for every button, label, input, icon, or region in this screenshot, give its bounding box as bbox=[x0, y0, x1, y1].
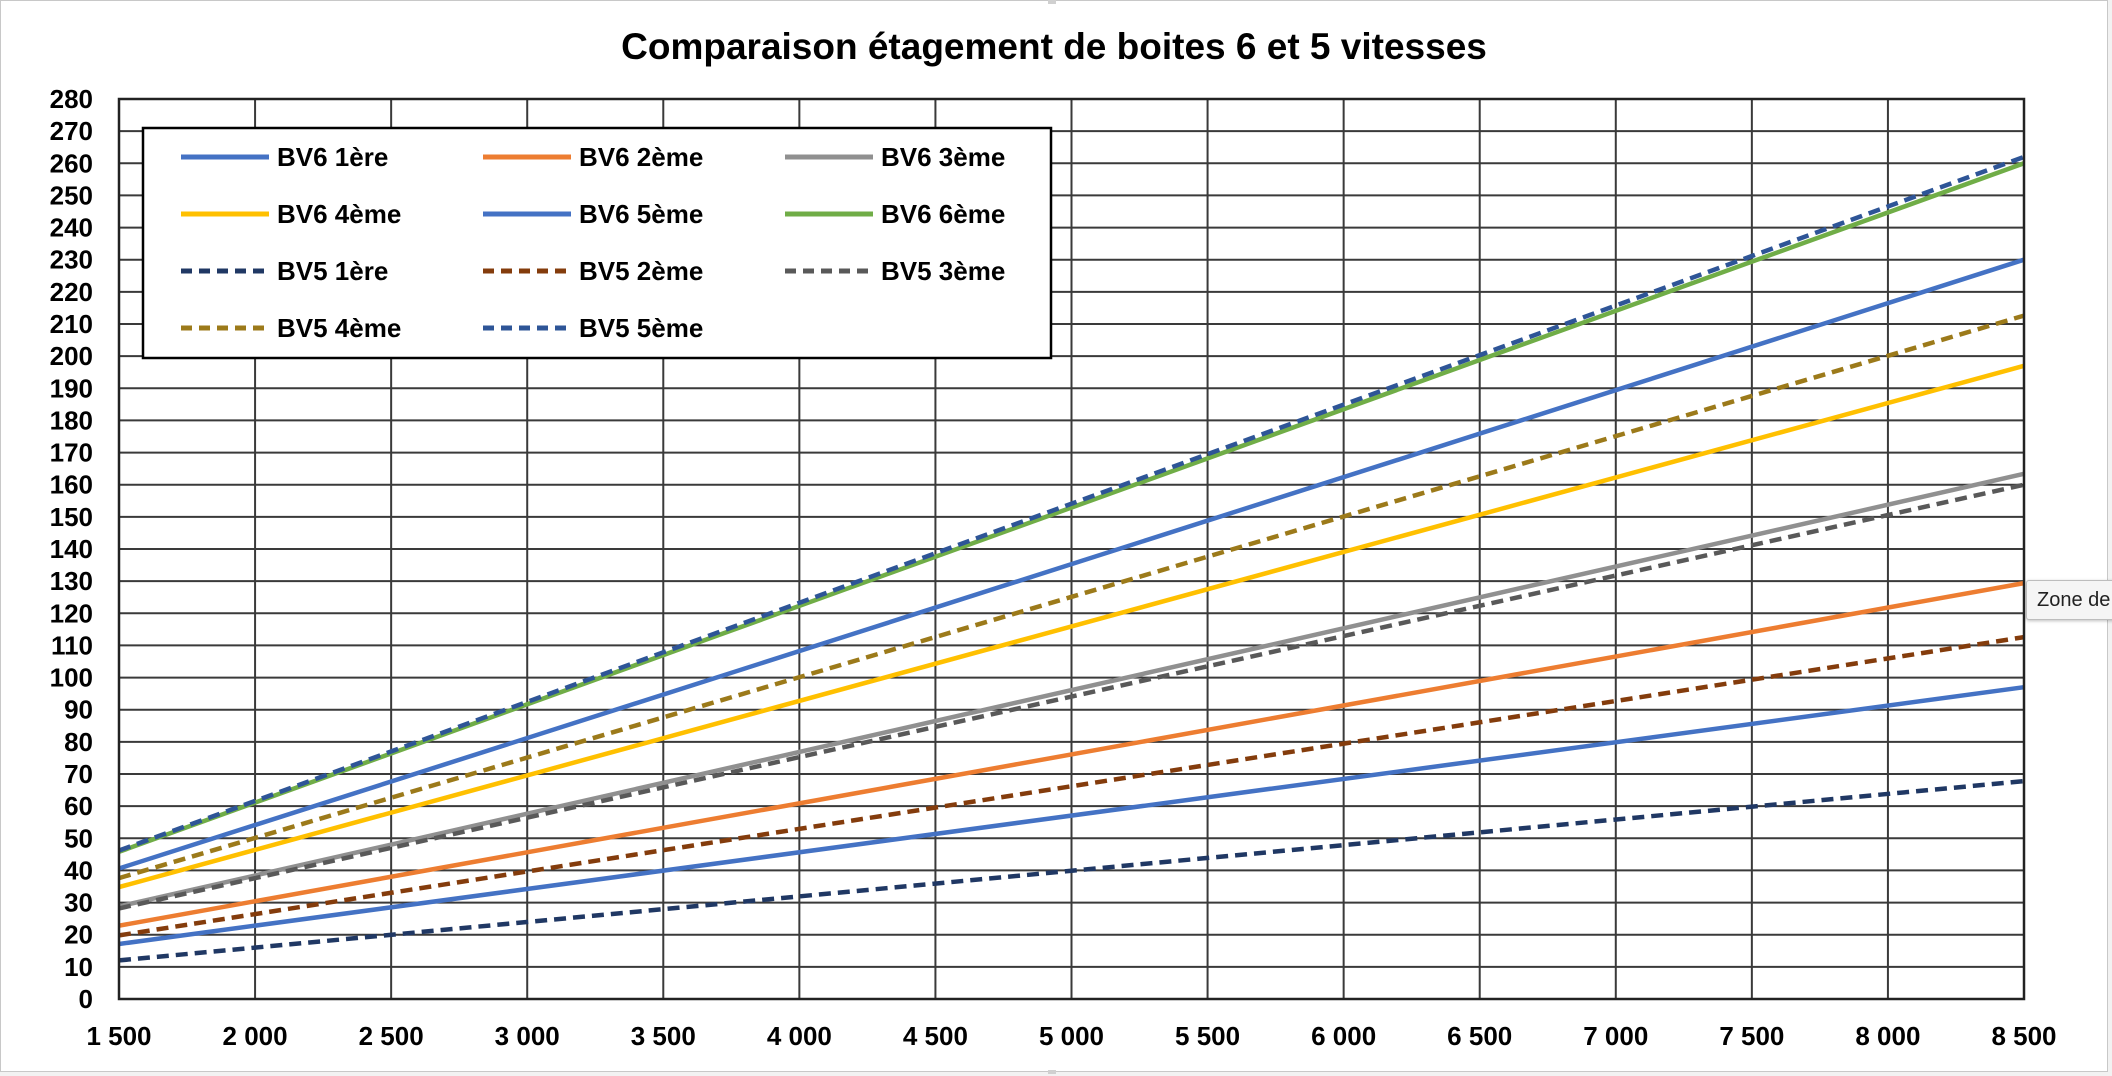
legend-label: BV5 2ème bbox=[579, 256, 703, 286]
series-line-5[interactable] bbox=[118, 161, 2025, 854]
y-tick-label: 0 bbox=[79, 984, 93, 1014]
x-tick-label: 3 000 bbox=[495, 1021, 560, 1051]
y-tick-label: 60 bbox=[64, 791, 93, 821]
resize-handle-top[interactable] bbox=[1048, 0, 1056, 4]
y-tick-label: 120 bbox=[50, 598, 93, 628]
resize-handle-bottom[interactable] bbox=[1048, 1070, 1056, 1074]
y-tick-label: 10 bbox=[64, 952, 93, 982]
y-tick-label: 100 bbox=[50, 663, 93, 693]
series-line-9[interactable] bbox=[118, 313, 2025, 881]
y-tick-label: 30 bbox=[64, 888, 93, 918]
plot-frame bbox=[117, 97, 2026, 1001]
y-tick-label: 170 bbox=[50, 438, 93, 468]
y-tick-label: 190 bbox=[50, 373, 93, 403]
legend-label: BV6 2ème bbox=[579, 142, 703, 172]
x-tick-label: 2 000 bbox=[223, 1021, 288, 1051]
x-tick-label: 5 000 bbox=[1039, 1021, 1104, 1051]
series-line-2[interactable] bbox=[118, 471, 2025, 909]
y-tick-label: 140 bbox=[50, 534, 93, 564]
series-lines bbox=[118, 154, 2025, 963]
x-tick-label: 5 500 bbox=[1175, 1021, 1240, 1051]
x-tick-label: 8 000 bbox=[1855, 1021, 1920, 1051]
x-tick-label: 6 500 bbox=[1447, 1021, 1512, 1051]
legend-box bbox=[141, 126, 1053, 360]
y-tick-label: 20 bbox=[64, 920, 93, 950]
legend-label: BV5 5ème bbox=[579, 313, 703, 343]
series-line-8[interactable] bbox=[118, 482, 2025, 911]
y-tick-label: 220 bbox=[50, 277, 93, 307]
y-tick-label: 270 bbox=[50, 116, 93, 146]
tooltip: Zone de bbox=[2026, 580, 2112, 620]
y-tick-label: 200 bbox=[50, 341, 93, 371]
legend-label: BV5 1ère bbox=[277, 256, 388, 286]
legend-label: BV5 4ème bbox=[277, 313, 401, 343]
legend[interactable]: BV6 1ère BV6 2ème BV6 3ème BV6 4ème BV6 5ème… bbox=[141, 126, 1053, 360]
series-line-10[interactable] bbox=[118, 154, 2025, 853]
y-tick-label: 210 bbox=[50, 309, 93, 339]
series-line-7[interactable] bbox=[118, 634, 2025, 938]
y-tick-label: 90 bbox=[64, 695, 93, 725]
x-tick-label: 7 000 bbox=[1583, 1021, 1648, 1051]
y-tick-label: 160 bbox=[50, 470, 93, 500]
series-line-0[interactable] bbox=[118, 684, 2025, 947]
legend-label: BV6 4ème bbox=[277, 199, 401, 229]
plot-border bbox=[117, 97, 2026, 1001]
x-tick-label: 4 500 bbox=[903, 1021, 968, 1051]
y-tick-label: 260 bbox=[50, 148, 93, 178]
series-line-1[interactable] bbox=[118, 580, 2025, 928]
x-tick-label: 8 500 bbox=[1991, 1021, 2056, 1051]
x-tick-label: 1 500 bbox=[86, 1021, 151, 1051]
y-tick-label: 240 bbox=[50, 213, 93, 243]
y-tick-label: 230 bbox=[50, 245, 93, 275]
legend-label: BV6 3ème bbox=[881, 142, 1005, 172]
y-axis-tick-labels: 0102030405060708090100110120130140150160… bbox=[50, 84, 93, 1014]
y-tick-label: 130 bbox=[50, 566, 93, 596]
legend-label: BV5 3ème bbox=[881, 256, 1005, 286]
x-tick-label: 2 500 bbox=[359, 1021, 424, 1051]
y-tick-label: 250 bbox=[50, 180, 93, 210]
x-tick-label: 4 000 bbox=[767, 1021, 832, 1051]
x-tick-label: 7 500 bbox=[1719, 1021, 1784, 1051]
y-tick-label: 40 bbox=[64, 855, 93, 885]
x-axis-tick-labels: 1 500 2 000 2 500 3 000 3 500 4 000 4 500 5 000… bbox=[86, 1021, 2056, 1051]
legend-label: BV6 6ème bbox=[881, 199, 1005, 229]
y-tick-label: 150 bbox=[50, 502, 93, 532]
y-tick-label: 50 bbox=[64, 823, 93, 853]
y-tick-label: 70 bbox=[64, 759, 93, 789]
y-tick-label: 280 bbox=[50, 84, 93, 114]
legend-label: BV6 1ère bbox=[277, 142, 388, 172]
legend-label: BV6 5ème bbox=[579, 199, 703, 229]
y-tick-label: 110 bbox=[51, 630, 93, 660]
x-tick-label: 3 500 bbox=[631, 1021, 696, 1051]
y-tick-label: 80 bbox=[64, 727, 93, 757]
series-line-4[interactable] bbox=[118, 257, 2025, 871]
series-line-3[interactable] bbox=[118, 363, 2025, 890]
series-line-6[interactable] bbox=[118, 778, 2025, 963]
chart-title: Comparaison étagement de boites 6 et 5 v… bbox=[621, 26, 1487, 67]
x-tick-label: 6 000 bbox=[1311, 1021, 1376, 1051]
y-tick-label: 180 bbox=[50, 405, 93, 435]
